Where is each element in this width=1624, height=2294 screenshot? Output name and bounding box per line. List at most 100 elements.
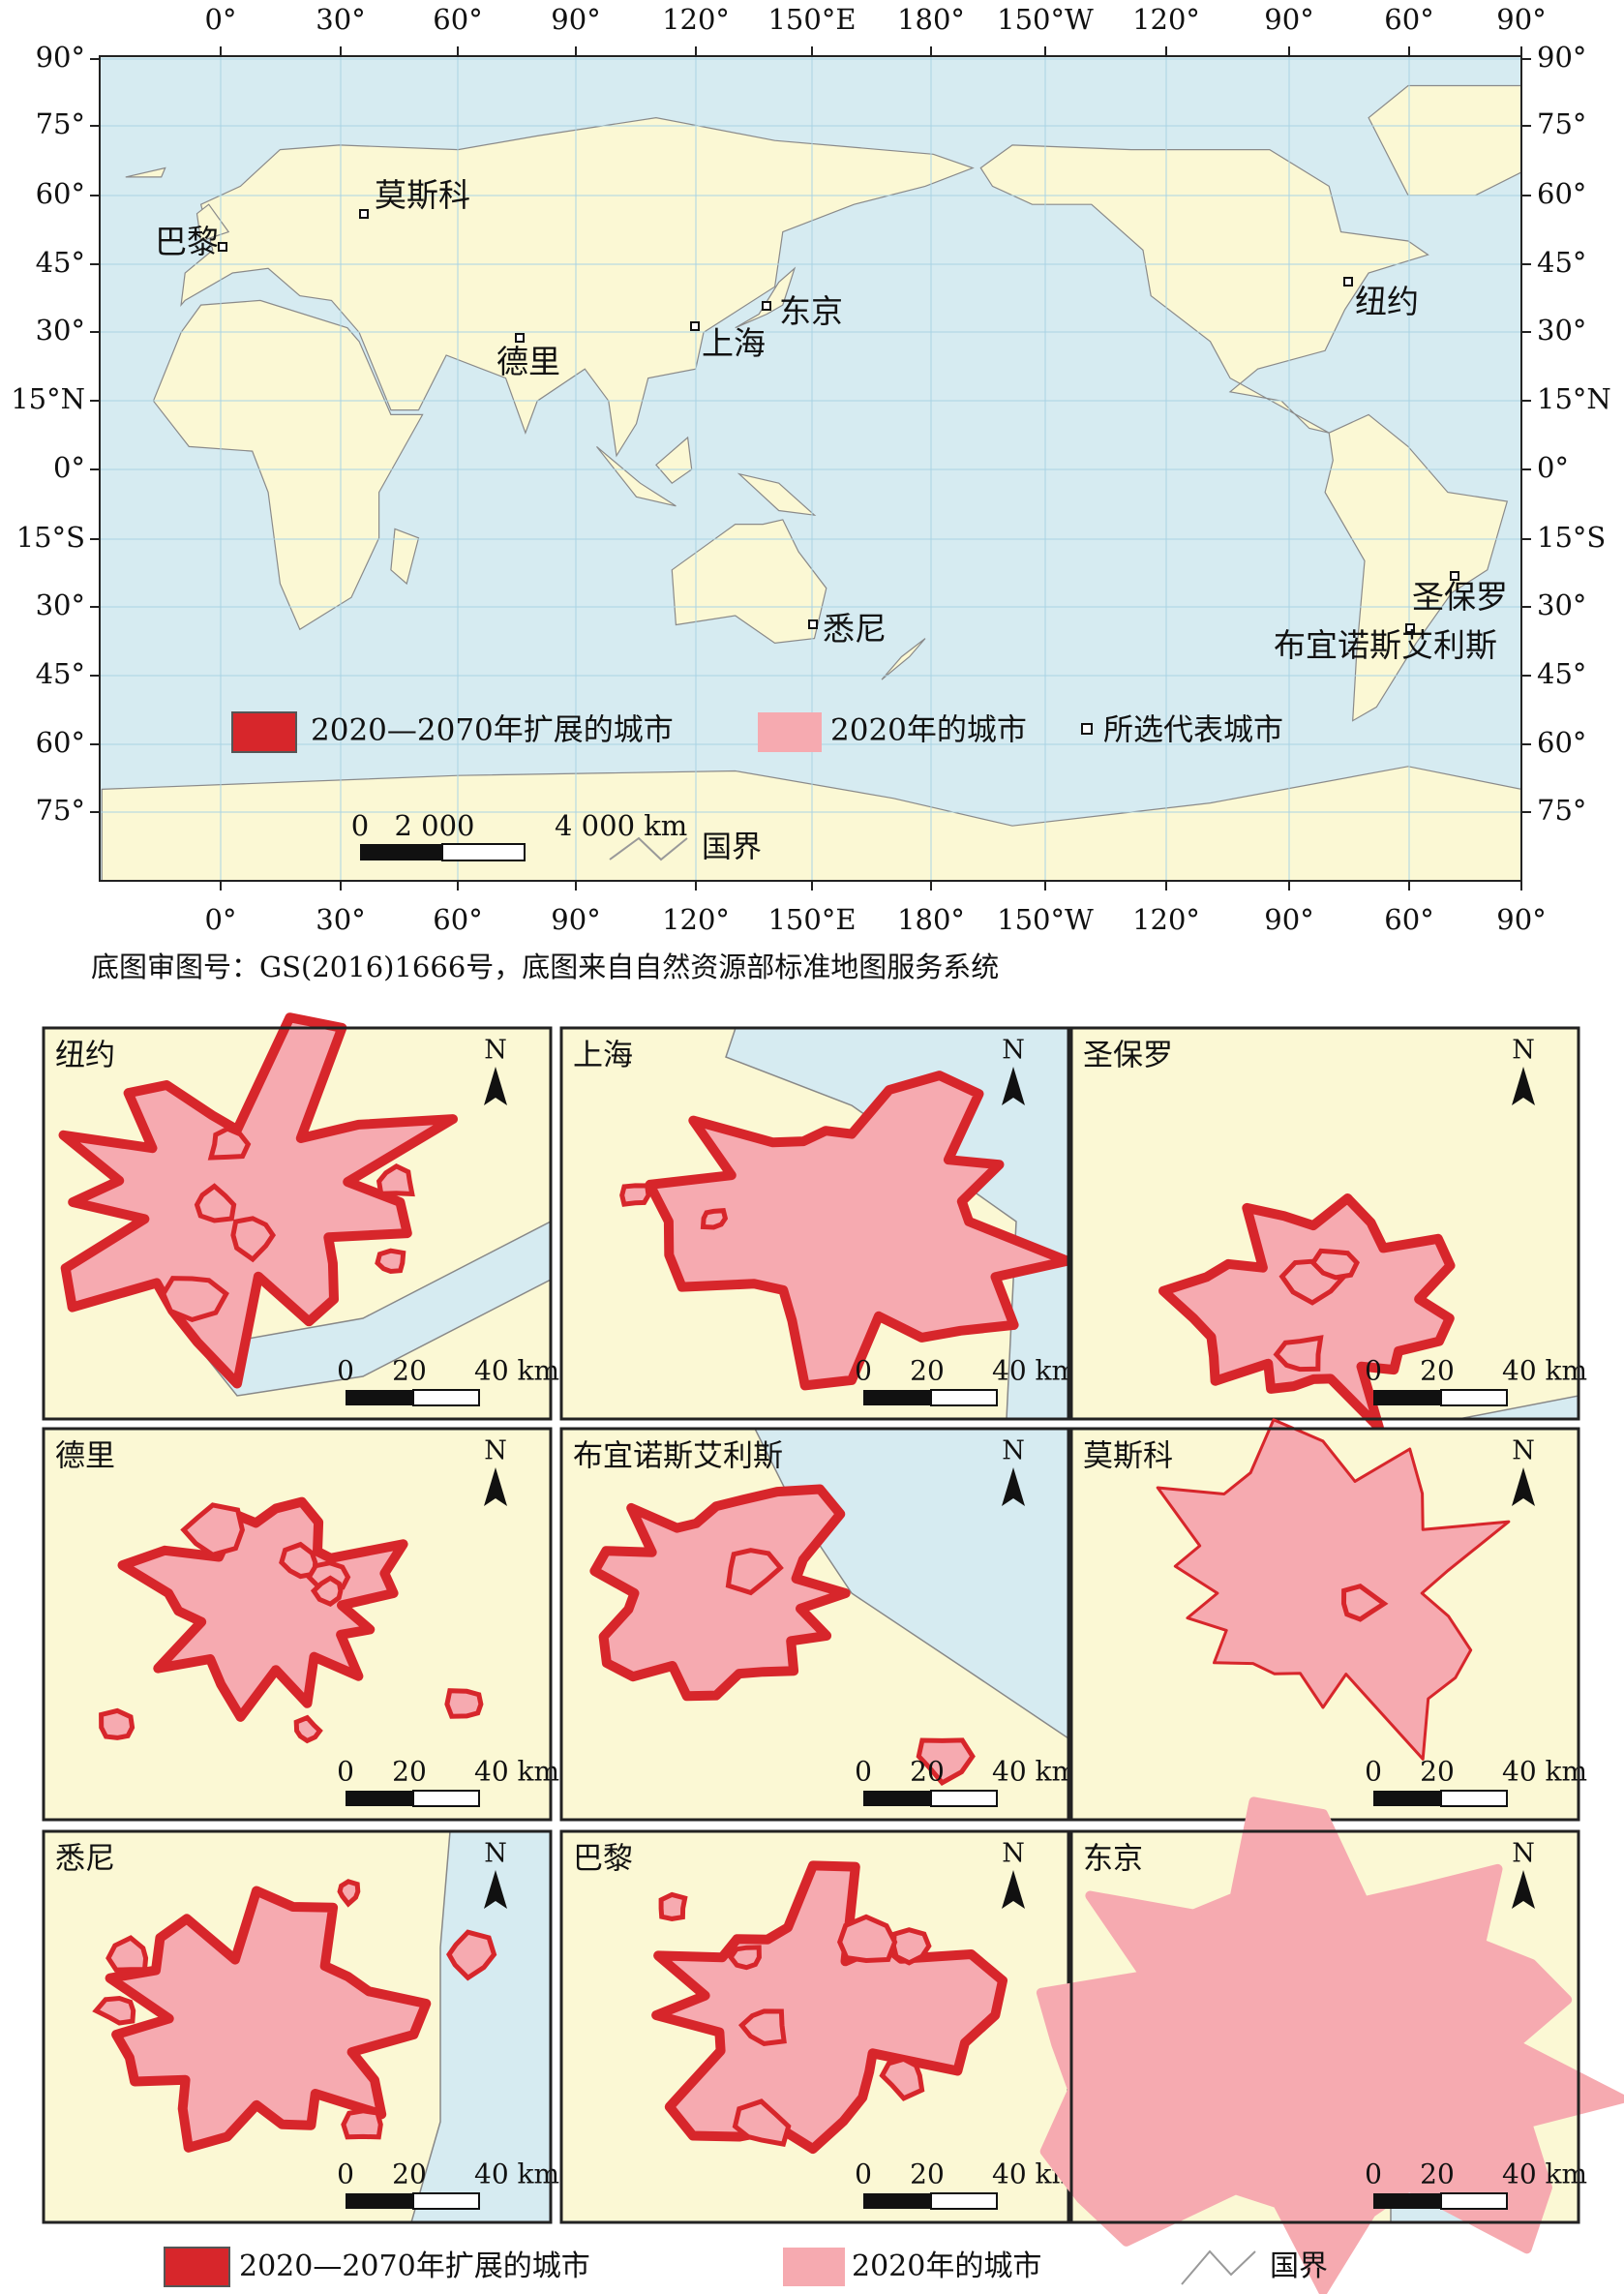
city-marker	[1405, 623, 1415, 633]
north-arrow	[484, 1067, 507, 1105]
legend-swatch-expanded	[164, 2247, 230, 2287]
lat-label: 90°	[1537, 41, 1586, 74]
panel-frame	[42, 1427, 553, 1822]
north-label: N	[1002, 1036, 1025, 1066]
scale-label: 2 000	[394, 809, 474, 842]
lat-label: 30°	[36, 314, 85, 347]
lat-label: 30°	[1537, 589, 1586, 621]
scale-label: 0	[337, 1355, 354, 1387]
urban-area	[117, 1496, 408, 1722]
scale-label: 0	[1365, 1756, 1382, 1788]
lat-label: 45°	[36, 657, 85, 690]
urban-patch	[658, 1891, 688, 1921]
urban-patch	[1273, 1335, 1324, 1373]
scale-bar-black	[863, 2193, 931, 2209]
urban-patch	[725, 1548, 784, 1596]
scale-label: 40 km	[1502, 1756, 1587, 1788]
scale-bar-white	[1440, 2192, 1508, 2210]
city-panel: 德里 N 0 20 40 km	[42, 1427, 559, 1822]
lat-label: 30°	[36, 589, 85, 621]
scale-label: 40 km	[1502, 1355, 1587, 1387]
scale-bar-white	[412, 2192, 480, 2210]
urban-patch	[161, 1276, 229, 1323]
landmass	[979, 144, 1429, 434]
lat-label: 45°	[36, 246, 85, 279]
lat-label: 60°	[1537, 726, 1586, 759]
north-arrow	[484, 1467, 507, 1506]
legend-label: 国界	[1270, 2249, 1328, 2283]
city-panel: 布宜诺斯艾利斯 N 0 20 40 km	[559, 1427, 1077, 1822]
scale-label: 40 km	[474, 2158, 559, 2190]
lon-label: 120°	[1132, 903, 1200, 936]
urban-patch	[1340, 1583, 1389, 1622]
landmass	[390, 528, 420, 586]
scale-bar-white	[1440, 1389, 1508, 1406]
urban-patch	[310, 1575, 344, 1608]
city-label: 上海	[702, 324, 766, 362]
scale-bar-white	[930, 1389, 998, 1406]
north-arrow	[1512, 1467, 1535, 1506]
scale-label: 20	[910, 2158, 945, 2190]
city-panel: 圣保罗 N 0 20 40 km	[1069, 1026, 1587, 1433]
lon-label: 90°	[1496, 3, 1546, 36]
city-panel: 纽约 N 0 20 40 km	[42, 1012, 559, 1421]
panel-title: 东京	[1083, 1842, 1143, 1877]
urban-area	[1156, 1418, 1511, 1761]
scale-bar-white	[412, 1389, 480, 1406]
panel-title: 德里	[55, 1439, 115, 1474]
panel-frame	[42, 1829, 553, 2224]
city-label: 莫斯科	[375, 176, 470, 214]
panel-title: 纽约	[55, 1039, 115, 1073]
scale-label: 0	[855, 1355, 872, 1387]
scale-label: 0	[855, 1756, 872, 1788]
panel-frame	[42, 1026, 553, 1421]
lon-label: 30°	[316, 903, 365, 936]
urban-patch	[916, 1737, 976, 1786]
lat-label: 60°	[36, 177, 85, 210]
lat-label: 15°N	[11, 382, 85, 415]
lat-label: 60°	[36, 726, 85, 759]
city-marker	[690, 321, 700, 331]
city-marker	[515, 333, 525, 343]
lat-label: 90°	[36, 41, 85, 74]
legend-swatch-selected	[1081, 723, 1093, 735]
urban-area	[58, 1012, 458, 1389]
caption: 底图审图号：GS(2016)1666号，底图来自自然资源部标准地图服务系统	[91, 951, 999, 983]
lon-label: 120°	[662, 903, 730, 936]
scale-label: 20	[910, 1756, 945, 1788]
lon-label: 90°	[551, 903, 600, 936]
city-label: 德里	[496, 343, 560, 380]
landmass	[737, 472, 817, 517]
urban-patch	[619, 1183, 651, 1207]
scale-bar-black	[1373, 1791, 1441, 1806]
lat-label: 45°	[1537, 246, 1586, 279]
landmass	[1324, 413, 1509, 722]
lon-label: 90°	[1264, 903, 1313, 936]
scale-label: 40 km	[1502, 2158, 1587, 2190]
legend-label: 2020—2070年扩展的城市	[239, 2249, 590, 2283]
north-label: N	[484, 1036, 507, 1066]
north-label: N	[1512, 1436, 1535, 1466]
lat-label: 75°	[36, 107, 85, 140]
border-symbol	[609, 836, 688, 861]
city-marker	[1450, 571, 1459, 581]
urban-patch	[728, 1945, 762, 1971]
lon-label: 90°	[1264, 3, 1313, 36]
panel-frame	[1069, 1026, 1580, 1421]
lat-label: 60°	[1537, 177, 1586, 210]
lat-label: 15°S	[1537, 521, 1606, 554]
urban-patch	[446, 1929, 497, 1981]
city-panel: 悉尼 N 0 20 40 km	[42, 1829, 559, 2224]
urban-area	[1158, 1193, 1456, 1433]
lon-label: 60°	[1384, 3, 1433, 36]
panel-frame	[1069, 1829, 1580, 2224]
scale-label: 0	[351, 809, 369, 842]
lon-label: 150°E	[767, 3, 856, 36]
landmass	[735, 266, 797, 329]
scale-label: 20	[392, 1756, 427, 1788]
lon-label: 60°	[1384, 903, 1433, 936]
city-panel: 上海 N 0 20 40 km	[559, 1026, 1077, 1421]
scale-label: 4 000 km	[555, 809, 687, 842]
scale-bar-white	[412, 1790, 480, 1807]
